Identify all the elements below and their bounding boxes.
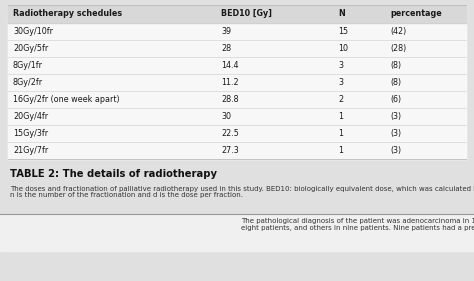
Text: Radiotherapy schedules: Radiotherapy schedules [13, 10, 122, 19]
Text: 20Gy/5fr: 20Gy/5fr [13, 44, 48, 53]
Bar [8, 5, 466, 23]
Text: 8Gy/2fr: 8Gy/2fr [13, 78, 43, 87]
Text: (42): (42) [391, 27, 407, 36]
Text: 28.8: 28.8 [221, 95, 239, 104]
Text: 2: 2 [338, 95, 343, 104]
Text: 30Gy/10fr: 30Gy/10fr [13, 27, 53, 36]
Bar [0, 215, 474, 251]
Bar [8, 74, 466, 91]
Text: (8): (8) [391, 78, 402, 87]
Bar [0, 163, 474, 211]
Text: 15Gy/3fr: 15Gy/3fr [13, 129, 48, 138]
Text: The pathological diagnosis of the patient was adenocarcinoma in 19 patients, squ: The pathological diagnosis of the patien… [241, 218, 474, 231]
Bar [8, 57, 466, 74]
Text: (28): (28) [391, 44, 407, 53]
Bar [8, 40, 466, 57]
Text: (8): (8) [391, 61, 402, 70]
Text: 1: 1 [338, 129, 343, 138]
Text: percentage: percentage [391, 10, 443, 19]
Bar [8, 5, 466, 159]
Text: 20Gy/4fr: 20Gy/4fr [13, 112, 48, 121]
Text: (6): (6) [391, 95, 402, 104]
Text: N: N [338, 10, 345, 19]
Text: (3): (3) [391, 146, 402, 155]
Text: 3: 3 [338, 61, 343, 70]
Text: 14.4: 14.4 [221, 61, 239, 70]
Text: 15: 15 [338, 27, 348, 36]
Text: The doses and fractionation of palliative radiotherapy used in this study. BED10: The doses and fractionation of palliativ… [10, 185, 474, 198]
Text: 1: 1 [338, 112, 343, 121]
Text: BED10 [Gy]: BED10 [Gy] [221, 10, 273, 19]
Text: (3): (3) [391, 112, 402, 121]
Text: (3): (3) [391, 129, 402, 138]
Text: 10: 10 [338, 44, 348, 53]
Bar [8, 91, 466, 108]
Text: 11.2: 11.2 [221, 78, 239, 87]
Text: 3: 3 [338, 78, 343, 87]
Text: 27.3: 27.3 [221, 146, 239, 155]
Bar [8, 23, 466, 40]
Text: 39: 39 [221, 27, 231, 36]
Text: 21Gy/7fr: 21Gy/7fr [13, 146, 48, 155]
Text: 22.5: 22.5 [221, 129, 239, 138]
Text: 30: 30 [221, 112, 231, 121]
Bar [8, 142, 466, 159]
Text: 1: 1 [338, 146, 343, 155]
Text: TABLE 2: The details of radiotherapy: TABLE 2: The details of radiotherapy [10, 169, 217, 179]
Text: 16Gy/2fr (one week apart): 16Gy/2fr (one week apart) [13, 95, 119, 104]
Text: 8Gy/1fr: 8Gy/1fr [13, 61, 43, 70]
Bar [8, 108, 466, 125]
Text: 28: 28 [221, 44, 231, 53]
Bar [8, 125, 466, 142]
